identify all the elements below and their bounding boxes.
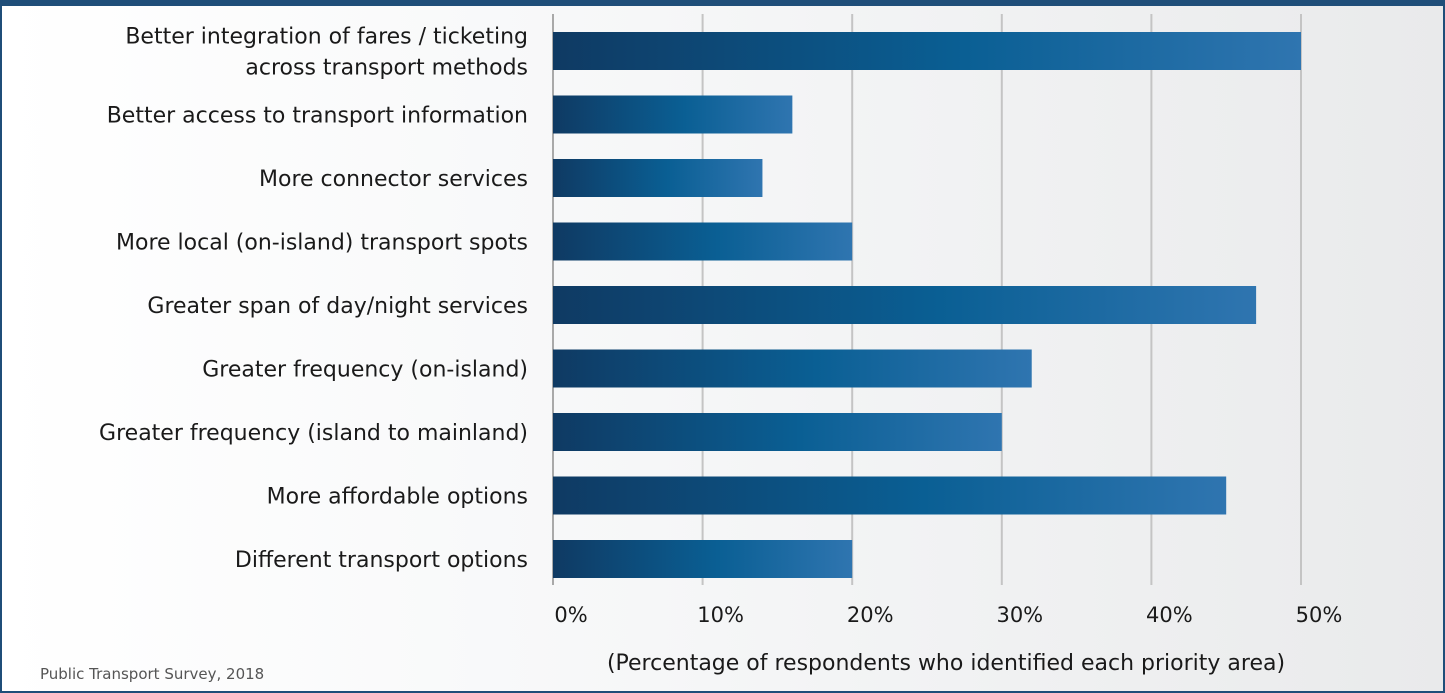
x-tick-label: 30% [996, 603, 1043, 627]
bar [553, 349, 1032, 388]
x-tick-label: 10% [697, 603, 744, 627]
x-tick-labels: 0% 10% 20% 30% 40% 50% [554, 603, 1342, 627]
bar [553, 159, 763, 197]
category-label: across transport methods [245, 56, 528, 81]
category-label: Different transport options [235, 548, 528, 573]
category-labels: Better integration of fares / ticketing a… [99, 25, 528, 574]
category-label: Greater span of day/night services [147, 294, 528, 319]
category-label: Better access to transport information [107, 104, 528, 129]
bar [553, 413, 1002, 451]
category-label: More affordable options [267, 485, 528, 510]
category-label: More connector services [259, 167, 528, 192]
bars [553, 32, 1301, 578]
x-tick-label: 20% [847, 603, 894, 627]
bar [553, 540, 853, 578]
x-axis-title: (Percentage of respondents who identifie… [607, 651, 1285, 676]
x-tick-label: 40% [1146, 603, 1193, 627]
category-label: Better integration of fares / ticketing [125, 25, 528, 50]
x-tick-label: 0% [554, 603, 587, 627]
bar [553, 222, 853, 261]
category-label: Greater frequency (island to mainland) [99, 421, 528, 446]
category-label: More local (on-island) transport spots [116, 231, 528, 256]
x-tick-label: 50% [1296, 603, 1343, 627]
category-label: Greater frequency (on-island) [202, 358, 528, 383]
bar [553, 476, 1227, 515]
bar [553, 32, 1301, 70]
source-note: Public Transport Survey, 2018 [40, 665, 264, 683]
bar [553, 95, 793, 134]
bar [553, 286, 1257, 324]
